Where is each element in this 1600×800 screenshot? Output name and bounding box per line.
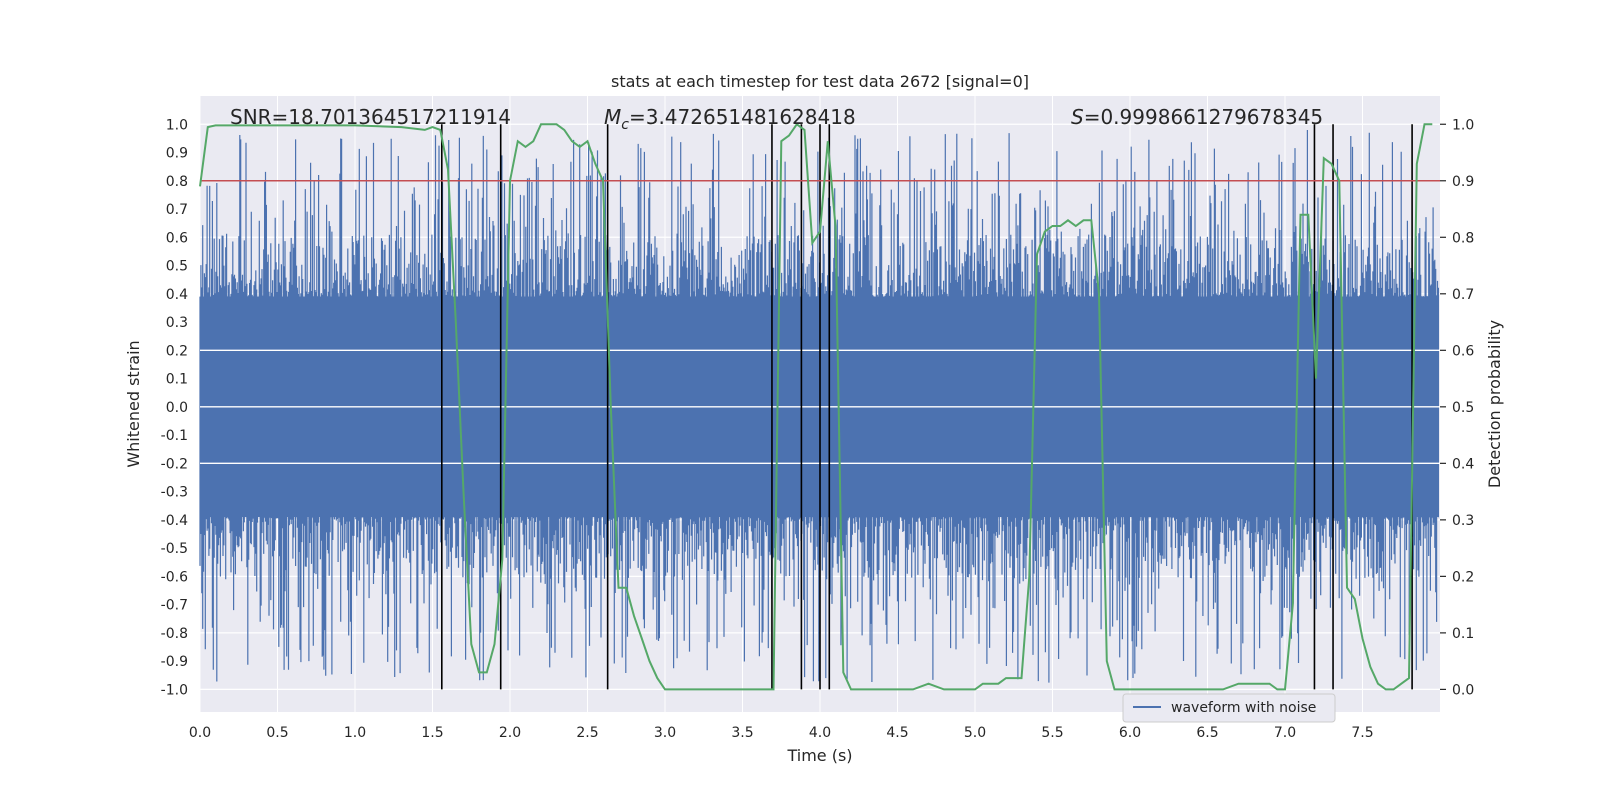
left-y-tick-label: 0.0: [166, 400, 188, 416]
left-y-tick-label: -0.1: [161, 428, 188, 444]
x-tick-label: 1.0: [344, 725, 366, 741]
right-y-tick-label: 0.8: [1452, 230, 1474, 246]
right-y-tick-label: 0.3: [1452, 513, 1474, 529]
left-y-tick-label: -0.2: [161, 456, 188, 472]
left-y-tick-label: 0.5: [166, 259, 188, 275]
x-tick-label: 7.5: [1351, 725, 1373, 741]
left-y-tick-label: -0.9: [161, 654, 188, 670]
right-y-tick-label: 0.9: [1452, 174, 1474, 190]
left-y-tick-label: 0.6: [166, 230, 188, 246]
x-tick-label: 4.0: [809, 725, 831, 741]
left-y-tick-label: 0.7: [166, 202, 188, 218]
chart-title: stats at each timestep for test data 267…: [611, 72, 1029, 91]
s-symbol: S: [1071, 105, 1084, 129]
right-y-axis-ticks: 1.0 0.9 0.8 0.7 0.6 0.5 0.4 0.3 0.2 0.1 0.0: [1440, 117, 1474, 698]
chirp-mass-annotation: Mc=3.472651481628418: [604, 105, 856, 133]
x-axis-label: Time (s): [786, 746, 852, 765]
detection-probability-group: [199, 122, 1433, 691]
s-value: =0.9998661279678345: [1084, 105, 1323, 129]
right-y-tick-label: 0.1: [1452, 626, 1474, 642]
mc-symbol: M: [604, 105, 621, 129]
x-tick-label: 3.0: [654, 725, 676, 741]
left-y-tick-label: -0.8: [161, 626, 188, 642]
x-tick-label: 3.5: [731, 725, 753, 741]
x-tick-label: 7.0: [1274, 725, 1296, 741]
detection-probability-line: [199, 122, 1433, 691]
snr-annotation: SNR=18.701364517211914: [230, 105, 511, 129]
left-y-tick-label: 0.1: [166, 372, 188, 388]
left-y-axis-label: Whitened strain: [124, 340, 143, 467]
x-tick-label: 5.0: [964, 725, 986, 741]
x-tick-label: 6.5: [1196, 725, 1218, 741]
x-tick-label: 1.5: [421, 725, 443, 741]
legend: waveform with noise: [1122, 693, 1336, 723]
x-tick-label: 4.5: [886, 725, 908, 741]
left-y-tick-label: -0.5: [161, 541, 188, 557]
vertical-marker-lines: [440, 124, 1413, 690]
legend-label: waveform with noise: [1171, 700, 1316, 716]
left-y-tick-label: -0.7: [161, 598, 188, 614]
right-y-tick-label: 0.0: [1452, 682, 1474, 698]
x-tick-label: 0.5: [266, 725, 288, 741]
left-y-tick-label: -0.6: [161, 569, 188, 585]
x-tick-label: 2.0: [499, 725, 521, 741]
left-y-tick-label: -0.4: [161, 513, 188, 529]
mc-subscript: c: [621, 117, 629, 133]
x-tick-label: 5.5: [1041, 725, 1063, 741]
left-y-tick-label: -1.0: [161, 682, 188, 698]
left-y-tick-label: -0.3: [161, 485, 188, 501]
right-y-tick-label: 0.5: [1452, 400, 1474, 416]
x-tick-label: 2.5: [576, 725, 598, 741]
right-y-tick-label: 0.7: [1452, 287, 1474, 303]
x-axis-ticks: 0.0 0.5 1.0 1.5 2.0 2.5 3.0 3.5 4.0 4.5 5.0 5.5 6.0 6…: [189, 725, 1374, 741]
left-y-tick-label: 0.9: [166, 146, 188, 162]
x-tick-label: 0.0: [189, 725, 211, 741]
left-y-axis-ticks: 1.0 0.9 0.8 0.7 0.6 0.5 0.4 0.3 0.2 0.1 0.0 -0.1 -0.…: [161, 117, 188, 698]
mc-value: =3.472651481628418: [629, 105, 856, 129]
right-y-tick-label: 0.2: [1452, 569, 1474, 585]
right-y-axis-label: Detection probability: [1485, 320, 1504, 488]
left-y-tick-label: 0.3: [166, 315, 188, 331]
left-y-tick-label: 0.2: [166, 343, 188, 359]
left-y-tick-label: 0.4: [166, 287, 188, 303]
s-annotation: S=0.9998661279678345: [1071, 105, 1323, 129]
right-y-tick-label: 0.6: [1452, 343, 1474, 359]
legend-box: [1122, 693, 1336, 723]
right-y-tick-label: 1.0: [1452, 117, 1474, 133]
left-y-tick-label: 1.0: [166, 117, 188, 133]
right-y-tick-label: 0.4: [1452, 456, 1474, 472]
left-y-tick-label: 0.8: [166, 174, 188, 190]
x-tick-label: 6.0: [1119, 725, 1141, 741]
